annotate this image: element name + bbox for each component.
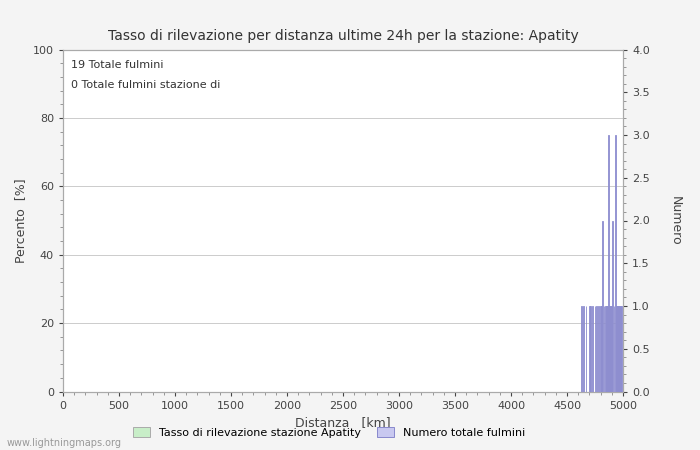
Bar <box>605 306 606 392</box>
Bar <box>583 306 584 392</box>
Bar <box>606 306 607 392</box>
Bar <box>594 306 596 392</box>
X-axis label: Distanza   [km]: Distanza [km] <box>295 416 391 429</box>
Text: 19 Totale fulmini: 19 Totale fulmini <box>71 60 164 70</box>
Bar <box>612 220 613 392</box>
Bar <box>600 306 601 392</box>
Y-axis label: Percento  [%]: Percento [%] <box>15 178 27 263</box>
Bar <box>614 306 615 392</box>
Title: Tasso di rilevazione per distanza ultime 24h per la stazione: Apatity: Tasso di rilevazione per distanza ultime… <box>108 29 578 43</box>
Bar <box>611 306 612 392</box>
Bar <box>618 306 619 392</box>
Y-axis label: Numero: Numero <box>669 196 682 245</box>
Bar <box>616 306 617 392</box>
Bar <box>607 306 608 392</box>
Bar <box>592 306 593 392</box>
Bar <box>609 306 610 392</box>
Legend: Tasso di rilevazione stazione Apatity, Numero totale fulmini: Tasso di rilevazione stazione Apatity, N… <box>129 423 529 442</box>
Bar <box>617 306 618 392</box>
Bar <box>603 306 604 392</box>
Bar <box>622 50 624 392</box>
Text: www.lightningmaps.org: www.lightningmaps.org <box>7 438 122 448</box>
Text: 0 Totale fulmini stazione di: 0 Totale fulmini stazione di <box>71 80 220 90</box>
Bar <box>589 306 590 392</box>
Bar <box>608 135 609 392</box>
Bar <box>581 306 582 392</box>
Bar <box>620 306 621 392</box>
Bar <box>601 306 602 392</box>
Bar <box>586 306 587 392</box>
Bar <box>590 306 591 392</box>
Bar <box>610 306 611 392</box>
